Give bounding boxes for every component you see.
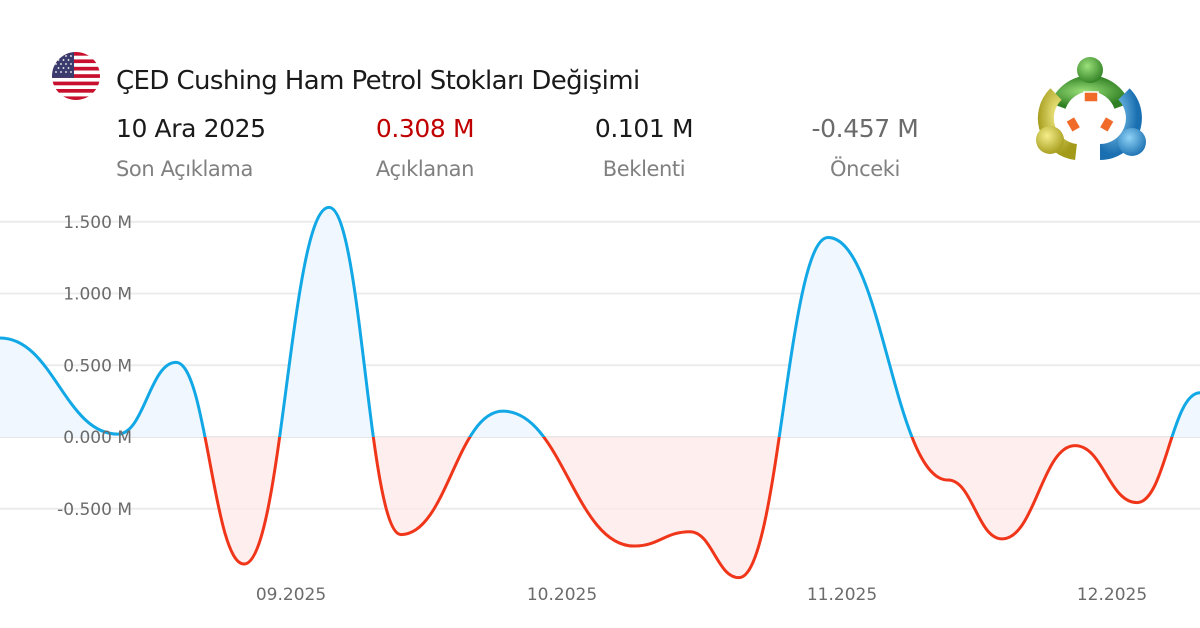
stat-actual: 0.308 M Açıklanan — [373, 114, 477, 181]
stat-label: Beklenti — [602, 157, 686, 181]
metatrader-logo-icon — [1028, 48, 1152, 164]
stat-label: Açıklanan — [375, 157, 475, 181]
stat-last-release: 10 Ara 2025 Son Açıklama — [116, 114, 266, 181]
y-axis: -0.500 M 0.000 M 0.500 M 1.000 M 1.500 M — [57, 213, 132, 520]
stat-value: 0.101 M — [594, 114, 694, 143]
y-tick-label: 0.500 M — [63, 356, 132, 376]
stat-forecast: 0.101 M Beklenti — [590, 114, 698, 181]
stat-label: Önceki — [830, 157, 900, 181]
x-axis: 09.2025 10.2025 11.2025 12.2025 — [256, 585, 1147, 605]
y-tick-label: 0.000 M — [63, 428, 132, 448]
x-tick-label: 12.2025 — [1077, 585, 1147, 605]
us-flag-icon — [52, 52, 100, 100]
stat-value: -0.457 M — [811, 114, 919, 143]
line-chart: -0.500 M 0.000 M 0.500 M 1.000 M 1.500 M 09.… — [0, 205, 1200, 605]
y-tick-label: 1.000 M — [63, 285, 132, 305]
y-tick-label: -0.500 M — [57, 500, 132, 520]
positive-area — [0, 207, 1200, 437]
stat-value: 10 Ara 2025 — [116, 114, 266, 143]
negative-area — [0, 437, 1200, 578]
stat-value: 0.308 M — [375, 114, 475, 143]
page-title: ÇED Cushing Ham Petrol Stokları Değişimi — [116, 66, 640, 96]
negative-line — [203, 437, 1174, 580]
x-tick-label: 09.2025 — [256, 585, 326, 605]
x-tick-label: 11.2025 — [807, 585, 877, 605]
y-tick-label: 1.500 M — [63, 213, 132, 233]
stat-label: Son Açıklama — [116, 157, 253, 181]
stat-previous: -0.457 M Önceki — [805, 114, 925, 181]
x-tick-label: 10.2025 — [527, 585, 597, 605]
